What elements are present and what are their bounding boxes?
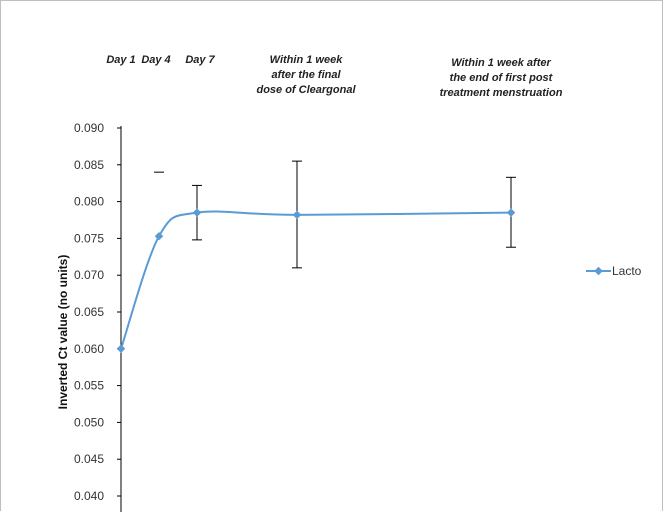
- data-point: [192, 208, 202, 217]
- timepoint-label: Day 1: [106, 54, 135, 66]
- timepoint-label: Day 4: [141, 54, 170, 66]
- data-point: [116, 344, 126, 354]
- timepoint-label: Day 7: [185, 54, 215, 66]
- y-axis: 0.040 0.045 0.050 0.055 0.060 0.065 0.070 0.075…: [74, 121, 122, 512]
- timepoint-label: dose of Cleargonal: [256, 84, 356, 96]
- y-tick-label: 0.060: [74, 342, 104, 356]
- y-tick-label: 0.050: [74, 415, 104, 429]
- data-point: [154, 231, 164, 241]
- data-point: [292, 210, 302, 220]
- timepoint-label: treatment menstruation: [440, 87, 563, 99]
- timepoint-label: after the final: [271, 69, 341, 81]
- legend-marker: [594, 266, 603, 276]
- timepoint-label: the end of first post: [450, 72, 554, 84]
- data-point: [506, 208, 516, 217]
- y-tick-label: 0.065: [74, 305, 104, 319]
- y-axis-label: Inverted Ct value (no units): [56, 255, 70, 410]
- y-tick-label: 0.070: [74, 268, 104, 282]
- y-tick-label: 0.045: [74, 452, 104, 466]
- series-lacto: [116, 208, 516, 354]
- timepoint-label: Within 1 week after: [451, 57, 551, 69]
- y-tick-label: 0.090: [74, 121, 104, 135]
- series-line: [120, 210, 512, 350]
- y-tick-label: 0.040: [74, 489, 104, 503]
- y-tick-label: 0.055: [74, 379, 104, 393]
- y-tick-label: 0.085: [74, 158, 104, 172]
- y-tick-label: 0.080: [74, 195, 104, 209]
- legend-label: Lacto: [612, 264, 642, 278]
- error-bars: [120, 160, 516, 393]
- timepoint-annotations: Day 1 Day 4 Day 7 Within 1 week after the fi…: [106, 54, 562, 99]
- timepoint-label: Within 1 week: [270, 54, 344, 66]
- y-tick-label: 0.075: [74, 231, 104, 245]
- legend: Lacto: [586, 264, 642, 278]
